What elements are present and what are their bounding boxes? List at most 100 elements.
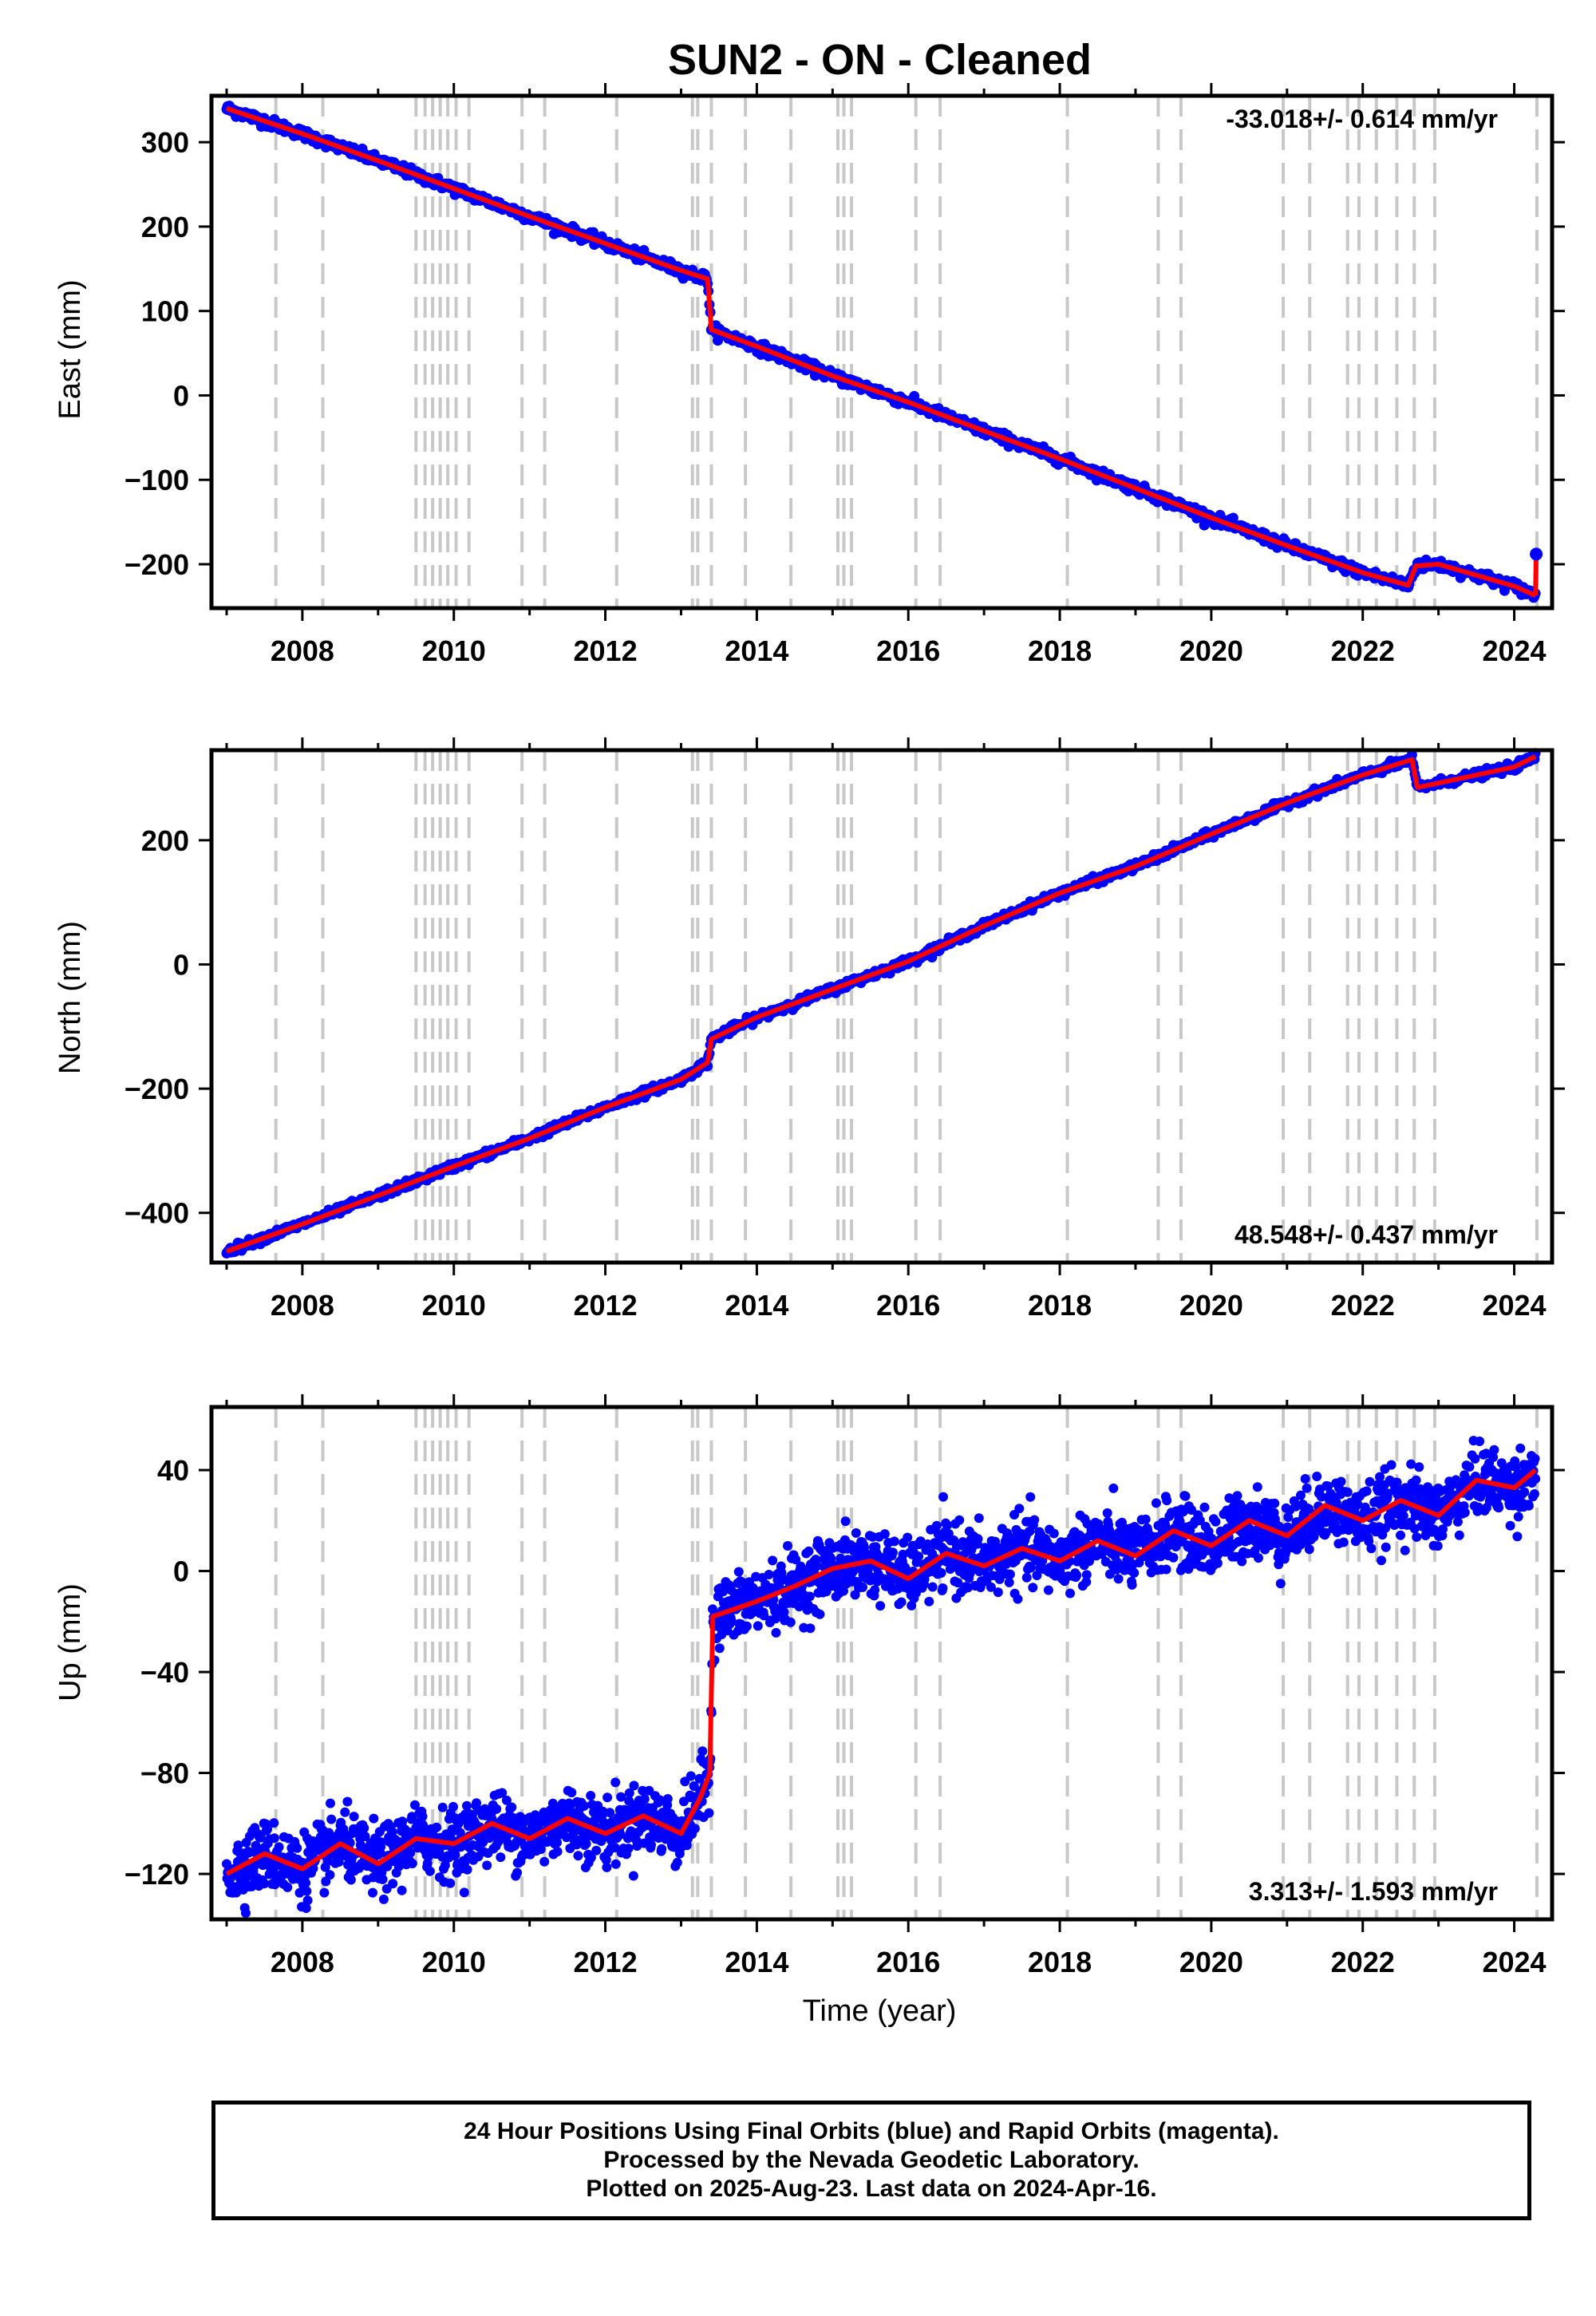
data-point	[870, 1585, 880, 1595]
north-ylabel: North (mm)	[53, 921, 87, 1074]
data-point	[539, 1856, 550, 1867]
data-point	[462, 1800, 472, 1811]
data-point	[326, 1798, 335, 1808]
data-point	[462, 1864, 472, 1875]
data-point	[1065, 1588, 1075, 1599]
data-point	[628, 1871, 638, 1881]
data-point	[417, 1812, 428, 1821]
data-point	[804, 1546, 814, 1556]
data-point	[1021, 1572, 1032, 1583]
rate-label: 48.548+/- 0.437 mm/yr	[1235, 1220, 1498, 1249]
data-point	[1005, 1569, 1015, 1579]
data-point	[1161, 1564, 1171, 1575]
data-point	[302, 1895, 313, 1906]
data-point	[492, 1804, 502, 1814]
step-end-point	[1530, 547, 1543, 561]
data-point	[1151, 1498, 1161, 1508]
data-point	[931, 1520, 942, 1531]
data-point	[741, 1621, 752, 1631]
data-point	[903, 1532, 913, 1543]
data-point	[588, 227, 598, 238]
x-tick-label: 2010	[422, 634, 486, 667]
data-point	[325, 1870, 335, 1880]
data-point	[887, 1547, 898, 1558]
data-point	[629, 1780, 639, 1791]
data-point	[623, 1844, 634, 1854]
data-point	[927, 1582, 938, 1592]
x-tick-label: 2008	[271, 1289, 334, 1322]
y-tick-label: −100	[124, 464, 189, 496]
data-point	[326, 1814, 337, 1824]
panel-north: North (mm) 2008 2010 2012 2014 2016 2018 2020 2…	[53, 737, 1565, 1322]
x-tick-label: 2016	[876, 634, 940, 667]
data-point	[552, 1847, 563, 1856]
x-tick-label: 2018	[1028, 1289, 1092, 1322]
data-point	[1108, 1483, 1119, 1493]
data-point	[936, 1567, 946, 1578]
x-tick-label: 2012	[574, 1289, 638, 1322]
data-point	[783, 1541, 792, 1551]
data-point	[586, 1791, 596, 1800]
panel-up: Up (mm) Time (year) 2008 2010 2012 2014 2016…	[53, 1394, 1565, 2028]
x-tick-label: 2022	[1331, 634, 1395, 667]
data-point	[269, 1818, 279, 1828]
data-point	[567, 1788, 577, 1798]
data-point	[340, 1807, 350, 1817]
data-point	[349, 1812, 359, 1822]
data-point	[1025, 1492, 1036, 1502]
data-point	[1113, 1574, 1124, 1584]
data-point	[282, 1882, 293, 1892]
data-point	[804, 1591, 815, 1602]
y-tick-label: 200	[141, 211, 189, 243]
data-point	[1129, 1567, 1140, 1578]
data-point	[815, 1609, 825, 1619]
data-point	[1140, 1514, 1151, 1524]
data-points	[222, 1436, 1541, 1919]
x-tick-label: 2024	[1482, 634, 1546, 667]
data-point	[377, 1874, 388, 1884]
data-point	[973, 1534, 983, 1544]
data-point	[1014, 1504, 1025, 1514]
y-tick-label: 0	[173, 379, 189, 412]
data-point	[346, 1875, 356, 1885]
data-point	[672, 1857, 682, 1867]
data-point	[319, 1887, 330, 1898]
data-point	[954, 1515, 965, 1525]
data-point	[1168, 1552, 1179, 1563]
data-point	[993, 1587, 1003, 1598]
data-point	[733, 1567, 744, 1577]
data-point	[397, 1885, 407, 1895]
y-tick-label: 0	[173, 948, 189, 981]
x-tick-label: 2014	[725, 1289, 788, 1322]
data-point	[1127, 1579, 1137, 1590]
model-step-line	[1533, 554, 1539, 596]
data-point	[407, 1859, 417, 1868]
data-point	[507, 1802, 517, 1812]
data-point	[602, 1862, 612, 1872]
data-point	[512, 1867, 523, 1878]
data-point	[269, 1833, 279, 1844]
x-tick-label: 2020	[1179, 1289, 1243, 1322]
data-point	[482, 1860, 492, 1871]
x-tick-label: 2008	[271, 634, 334, 667]
data-point	[459, 1887, 469, 1898]
data-point	[369, 1813, 379, 1824]
time-xlabel: Time (year)	[803, 1994, 957, 2028]
x-tick-label: 2018	[1028, 634, 1092, 667]
data-point	[938, 1492, 948, 1502]
east-ylabel: East (mm)	[53, 279, 87, 419]
data-point	[1043, 1585, 1053, 1595]
data-point	[1013, 1594, 1023, 1604]
y-tick-label: −200	[124, 1073, 189, 1105]
data-point	[610, 1859, 621, 1869]
data-point	[662, 1794, 673, 1804]
x-tick-label: 2014	[725, 634, 788, 667]
up-ylabel: Up (mm)	[53, 1583, 87, 1701]
x-tick-label: 2020	[1179, 634, 1243, 667]
data-point	[359, 1823, 369, 1833]
data-point	[840, 1516, 851, 1527]
panel-east: East (mm) 2008 2010 2012 2014 2016 2018 2020 20…	[53, 83, 1565, 667]
data-point	[879, 1529, 890, 1539]
data-point	[771, 1627, 781, 1638]
rate-label: -33.018+/- 0.614 mm/yr	[1226, 105, 1498, 133]
